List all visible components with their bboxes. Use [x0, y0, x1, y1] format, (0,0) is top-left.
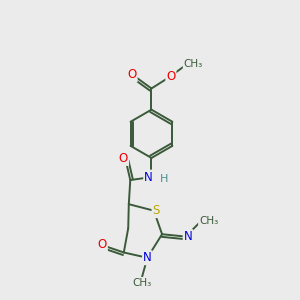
Text: N: N [143, 251, 152, 264]
Text: H: H [160, 174, 168, 184]
Text: CH₃: CH₃ [132, 278, 152, 288]
Text: O: O [119, 152, 128, 165]
Text: O: O [128, 68, 137, 81]
Text: O: O [166, 70, 176, 83]
Text: CH₃: CH₃ [199, 216, 218, 226]
Text: N: N [144, 171, 153, 184]
Text: CH₃: CH₃ [184, 59, 203, 69]
Text: S: S [152, 204, 160, 217]
Text: O: O [98, 238, 107, 251]
Text: N: N [184, 230, 192, 243]
